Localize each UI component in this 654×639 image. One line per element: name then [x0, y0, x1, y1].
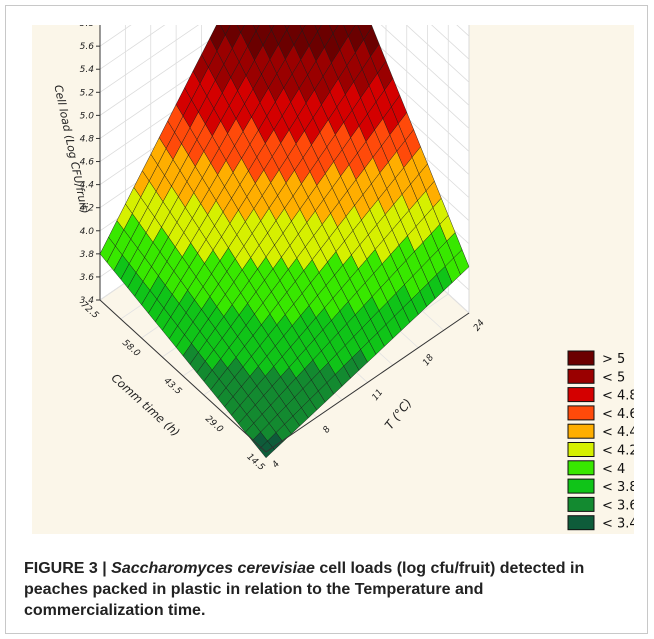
- wall-gridline: [99, 25, 470, 129]
- legend-label: < 3.4: [602, 517, 634, 532]
- surface-cell: [299, 25, 306, 31]
- z-tick-label: 3.4: [80, 296, 95, 306]
- temp-tick-label: 8: [321, 424, 333, 435]
- surface-cell: [253, 25, 260, 32]
- z-tick-label: 4.2: [80, 204, 95, 214]
- legend-swatch: [567, 350, 595, 366]
- wall-gridline: [99, 25, 470, 83]
- legend-label: < 4.8: [602, 389, 634, 404]
- figure-frame: 3.43.63.84.04.24.44.64.85.05.25.45.65.86…: [5, 5, 648, 634]
- legend-label: < 4.6: [602, 407, 634, 422]
- legend-swatch: [567, 442, 595, 457]
- time-axis-line: [99, 299, 267, 453]
- z-tick-label: 4.8: [80, 134, 95, 144]
- caption-species: Saccharomyces cerevisiae: [111, 560, 315, 577]
- legend-label: < 5: [602, 370, 625, 385]
- surface-cell: [314, 25, 322, 33]
- legend-swatch: [567, 368, 595, 384]
- legend-swatch: [567, 460, 595, 476]
- z-tick-label: 5.0: [80, 111, 95, 121]
- temp-axis-line: [265, 312, 470, 453]
- z-tick-label: 4.4: [80, 181, 95, 191]
- legend-label: < 3.6: [602, 498, 634, 513]
- surface-cell: [284, 25, 290, 31]
- legend-swatch: [567, 478, 595, 494]
- legend-label: > 5: [602, 352, 625, 367]
- z-tick-label: 5.6: [80, 42, 95, 52]
- z-tick-label: 3.8: [80, 250, 95, 260]
- legend-swatch: [567, 496, 595, 512]
- z-tick-label: 3.6: [80, 273, 95, 283]
- figure-caption: FIGURE 3 | Saccharomyces cerevisiae cell…: [24, 558, 614, 621]
- legend-label: < 3.8: [602, 480, 634, 495]
- legend-swatch: [567, 405, 595, 421]
- surface-cell: [268, 25, 275, 31]
- legend-label: < 4: [602, 462, 625, 477]
- z-tick-label: 4.0: [80, 227, 95, 237]
- caption-rest: cell loads (log cfu/fruit) detected in p…: [24, 560, 585, 619]
- legend-swatch: [567, 515, 595, 531]
- z-tick-label: 5.2: [80, 88, 95, 98]
- temp-tick-label: 4: [271, 459, 283, 470]
- legend-label: < 4.4: [602, 425, 634, 440]
- z-tick-label: 4.6: [80, 158, 95, 168]
- surface-cell: [258, 440, 275, 459]
- caption-prefix: FIGURE 3 |: [24, 560, 112, 577]
- wall-gridline: [99, 25, 470, 106]
- surface-plot: 3.43.63.84.04.24.44.64.85.05.25.45.65.86…: [32, 25, 634, 534]
- legend-swatch: [567, 423, 595, 439]
- z-tick-label: 5.4: [80, 65, 95, 75]
- surface-cell: [236, 25, 245, 33]
- wall-gridline: [99, 25, 470, 152]
- surface-cell: [329, 25, 339, 35]
- wall-gridline: [99, 25, 470, 175]
- legend-label: < 4.2: [602, 444, 634, 459]
- z-tick-label: 5.8: [80, 25, 95, 29]
- legend-swatch: [567, 387, 595, 403]
